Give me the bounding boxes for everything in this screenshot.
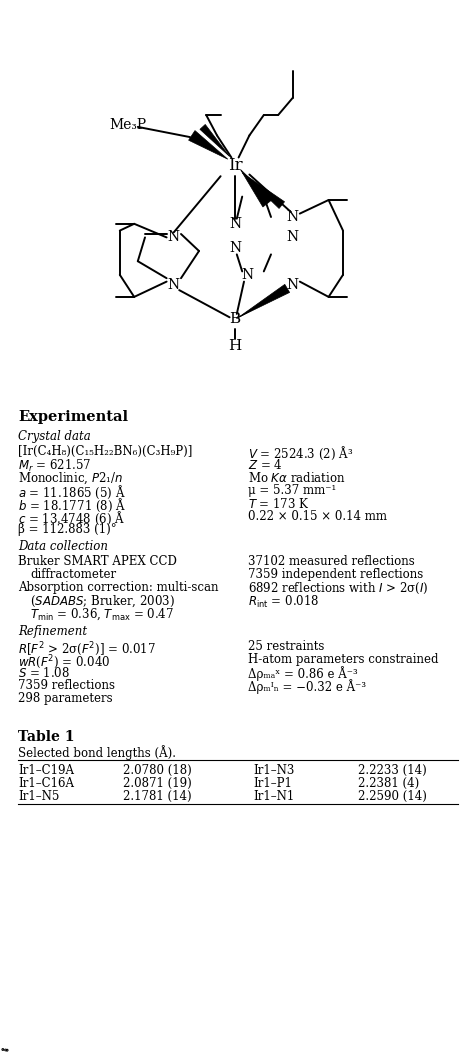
Text: Δρₘᴵₙ = −0.32 e Å⁻³: Δρₘᴵₙ = −0.32 e Å⁻³ [248,679,366,694]
Text: diffractometer: diffractometer [30,568,116,581]
Text: N: N [168,230,180,244]
Text: $T_\mathrm{min}$ = 0.36, $T_\mathrm{max}$ = 0.47: $T_\mathrm{min}$ = 0.36, $T_\mathrm{max}… [30,607,174,622]
Text: $R_\mathrm{int}$ = 0.018: $R_\mathrm{int}$ = 0.018 [248,593,319,610]
Text: $M_r$ = 621.57: $M_r$ = 621.57 [18,458,91,474]
Polygon shape [242,173,285,208]
Polygon shape [240,169,272,207]
Text: Absorption correction: multi-scan: Absorption correction: multi-scan [18,581,218,593]
Text: H-atom parameters constrained: H-atom parameters constrained [248,653,438,666]
Text: $V$ = 2524.3 (2) Å³: $V$ = 2524.3 (2) Å³ [248,445,353,463]
Text: $Z$ = 4: $Z$ = 4 [248,458,283,472]
Text: N: N [241,268,254,282]
Text: 298 parameters: 298 parameters [18,692,113,705]
Text: N: N [287,210,298,224]
Text: H: H [228,339,242,353]
Text: $T$ = 173 K: $T$ = 173 K [248,497,310,511]
Text: 25 restraints: 25 restraints [248,640,324,653]
Text: Ir1–N3: Ir1–N3 [253,763,294,777]
Text: Ir1–N5: Ir1–N5 [18,790,60,803]
Text: Selected bond lengths (Å).: Selected bond lengths (Å). [18,744,176,760]
Text: 7359 reflections: 7359 reflections [18,679,115,692]
Text: $c$ = 13.4748 (6) Å: $c$ = 13.4748 (6) Å [18,510,125,527]
Text: N: N [287,230,298,244]
Text: 2.0780 (18): 2.0780 (18) [123,763,192,777]
Text: $a$ = 11.1865 (5) Å: $a$ = 11.1865 (5) Å [18,484,126,502]
Text: Ir1–N1: Ir1–N1 [253,790,294,803]
Text: Monoclinic, $P$2₁/$n$: Monoclinic, $P$2₁/$n$ [18,471,123,487]
Text: N: N [229,241,241,254]
Text: 0.22 × 0.15 × 0.14 mm: 0.22 × 0.15 × 0.14 mm [248,510,387,523]
Text: Me₃P: Me₃P [109,118,146,132]
Text: Experimental: Experimental [18,410,128,425]
Text: ($SADABS$; Bruker, 2003): ($SADABS$; Bruker, 2003) [30,593,175,609]
Text: 6892 reflections with $I$ > 2σ($I$): 6892 reflections with $I$ > 2σ($I$) [248,581,428,596]
Text: Refinement: Refinement [18,625,87,638]
Text: Mo $K\alpha$ radiation: Mo $K\alpha$ radiation [248,471,346,485]
Text: μ = 5.37 mm⁻¹: μ = 5.37 mm⁻¹ [248,484,336,497]
Text: N: N [229,216,241,231]
Text: $wR$($F^2$) = 0.040: $wR$($F^2$) = 0.040 [18,653,110,671]
Text: Ir1–C16A: Ir1–C16A [18,777,74,790]
Polygon shape [188,131,228,159]
Text: N: N [168,278,180,293]
Text: β = 112.883 (1)°: β = 112.883 (1)° [18,523,117,536]
Text: Ir1–C19A: Ir1–C19A [18,763,74,777]
Text: 37102 measured reflections: 37102 measured reflections [248,555,415,568]
Text: $S$ = 1.08: $S$ = 1.08 [18,666,70,680]
Text: Δρₘₐˣ = 0.86 e Å⁻³: Δρₘₐˣ = 0.86 e Å⁻³ [248,666,358,681]
Text: Ir: Ir [228,157,242,174]
Text: Bruker SMART APEX CCD: Bruker SMART APEX CCD [18,555,177,568]
Text: 2.0871 (19): 2.0871 (19) [123,777,192,790]
Polygon shape [200,125,229,156]
Polygon shape [238,284,289,317]
Text: N: N [287,278,298,293]
Text: [Ir(C₄H₈)(C₁₅H₂₂BN₆)(C₃H₉P)]: [Ir(C₄H₈)(C₁₅H₂₂BN₆)(C₃H₉P)] [18,445,192,458]
Text: 2.2381 (4): 2.2381 (4) [358,777,419,790]
Text: Crystal data: Crystal data [18,430,91,444]
Text: Ir1–P1: Ir1–P1 [253,777,292,790]
Text: $b$ = 18.1771 (8) Å: $b$ = 18.1771 (8) Å [18,497,126,514]
Text: Data collection: Data collection [18,540,108,553]
Text: 2.2233 (14): 2.2233 (14) [358,763,427,777]
Text: B: B [229,312,240,326]
Text: 2.2590 (14): 2.2590 (14) [358,790,427,803]
Text: Table 1: Table 1 [18,730,75,744]
Text: 7359 independent reflections: 7359 independent reflections [248,568,423,581]
Text: $R$[$F^2$ > 2σ($F^2$)] = 0.017: $R$[$F^2$ > 2σ($F^2$)] = 0.017 [18,640,156,658]
Text: 2.1781 (14): 2.1781 (14) [123,790,192,803]
